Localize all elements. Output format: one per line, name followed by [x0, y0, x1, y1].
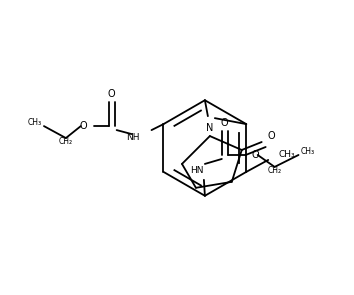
- Text: CH₃: CH₃: [278, 150, 295, 160]
- Text: O: O: [252, 150, 259, 160]
- Text: NH: NH: [126, 132, 139, 142]
- Text: O: O: [268, 131, 275, 141]
- Text: CH₃: CH₃: [28, 118, 42, 127]
- Text: CH₃: CH₃: [301, 147, 315, 156]
- Text: O: O: [79, 121, 87, 131]
- Text: O: O: [221, 118, 229, 128]
- Text: O: O: [108, 89, 115, 99]
- Text: CH₂: CH₂: [59, 137, 73, 146]
- Text: HN: HN: [190, 166, 204, 176]
- Text: CH₂: CH₂: [268, 166, 282, 175]
- Text: N: N: [206, 123, 213, 133]
